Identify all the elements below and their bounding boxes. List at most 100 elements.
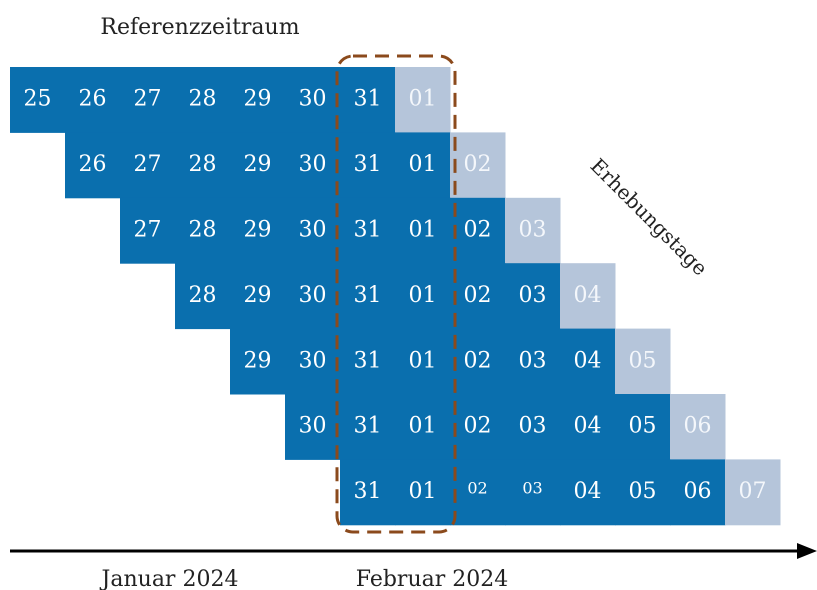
day-label: 27 (134, 152, 162, 177)
day-label: 04 (574, 414, 602, 439)
day-cell (450, 459, 506, 526)
day-cell (395, 328, 451, 395)
light-cell (725, 459, 781, 526)
day-label: 27 (134, 218, 162, 243)
day-cell (340, 394, 396, 460)
day-cell (395, 263, 451, 330)
day-label: 31 (354, 283, 382, 308)
day-cell (120, 67, 176, 133)
day-label: 05 (629, 348, 657, 373)
day-label: 30 (299, 218, 327, 243)
day-label: 05 (629, 414, 657, 439)
light-cell (450, 132, 506, 199)
day-label: 03 (522, 479, 542, 498)
day-label: 31 (354, 479, 382, 504)
side-label: Erhebungstage (586, 154, 713, 281)
day-cell (230, 263, 286, 330)
day-cell (615, 459, 671, 526)
day-label: 29 (244, 348, 272, 373)
day-label: 30 (299, 348, 327, 373)
day-label: 01 (409, 414, 437, 439)
day-cell (450, 197, 506, 264)
day-cell (175, 197, 231, 264)
day-cell (285, 132, 341, 199)
day-label: 01 (409, 152, 437, 177)
day-cell (505, 394, 561, 460)
day-cell (450, 328, 506, 395)
light-cell (670, 394, 726, 460)
day-label: 28 (189, 283, 217, 308)
day-cell (340, 459, 396, 526)
light-cell (395, 67, 451, 133)
day-cell (175, 263, 231, 330)
day-label: 31 (354, 218, 382, 243)
axis-label: Januar 2024 (100, 567, 239, 590)
day-cell (65, 67, 121, 133)
day-label: 02 (464, 218, 492, 243)
day-cell (340, 132, 396, 199)
day-cell (285, 67, 341, 133)
day-cell (395, 459, 451, 526)
day-label: 28 (189, 218, 217, 243)
light-cell (615, 328, 671, 395)
day-cell (285, 394, 341, 460)
day-cell (450, 394, 506, 460)
day-cell (175, 67, 231, 133)
day-label: 30 (299, 414, 327, 439)
day-label: 26 (79, 87, 107, 112)
day-label: 01 (409, 218, 437, 243)
day-label: 03 (519, 218, 547, 243)
day-label: 30 (299, 87, 327, 112)
day-cell (340, 197, 396, 264)
day-label: 25 (24, 87, 52, 112)
day-cell (120, 132, 176, 199)
day-cell (395, 394, 451, 460)
day-cell (395, 197, 451, 264)
day-label: 04 (574, 479, 602, 504)
day-label: 02 (464, 283, 492, 308)
day-cell (340, 263, 396, 330)
day-cell (505, 328, 561, 395)
day-cell (65, 132, 121, 199)
highlight-box (335, 54, 457, 534)
day-label: 30 (299, 152, 327, 177)
day-cell (175, 132, 231, 199)
day-cell (285, 197, 341, 264)
day-label: 01 (409, 87, 437, 112)
day-label: 04 (574, 283, 602, 308)
day-cell (450, 263, 506, 330)
day-label: 02 (464, 414, 492, 439)
day-cell (230, 67, 286, 133)
day-label: 29 (244, 87, 272, 112)
title: Referenzzeitraum (100, 15, 299, 40)
day-cell (340, 328, 396, 395)
day-label: 06 (684, 479, 712, 504)
day-label: 01 (409, 283, 437, 308)
day-label: 30 (299, 283, 327, 308)
day-cell (615, 394, 671, 460)
day-label: 07 (739, 479, 767, 504)
day-cell (230, 197, 286, 264)
day-label: 02 (464, 152, 492, 177)
day-label: 29 (244, 152, 272, 177)
day-label: 28 (189, 87, 217, 112)
day-label: 28 (189, 152, 217, 177)
day-cell (395, 132, 451, 199)
day-cell (670, 459, 726, 526)
day-label: 05 (629, 479, 657, 504)
axis-label: Februar 2024 (356, 567, 508, 590)
day-cell (285, 328, 341, 395)
day-cell (285, 263, 341, 330)
day-label: 02 (464, 348, 492, 373)
day-cell (120, 197, 176, 264)
day-cell (560, 394, 616, 460)
day-label: 31 (354, 348, 382, 373)
day-cell (505, 459, 561, 526)
day-label: 04 (574, 348, 602, 373)
day-cell (560, 459, 616, 526)
day-cell (340, 67, 396, 133)
day-label: 01 (409, 348, 437, 373)
day-label: 06 (684, 414, 712, 439)
light-cell (560, 263, 616, 330)
